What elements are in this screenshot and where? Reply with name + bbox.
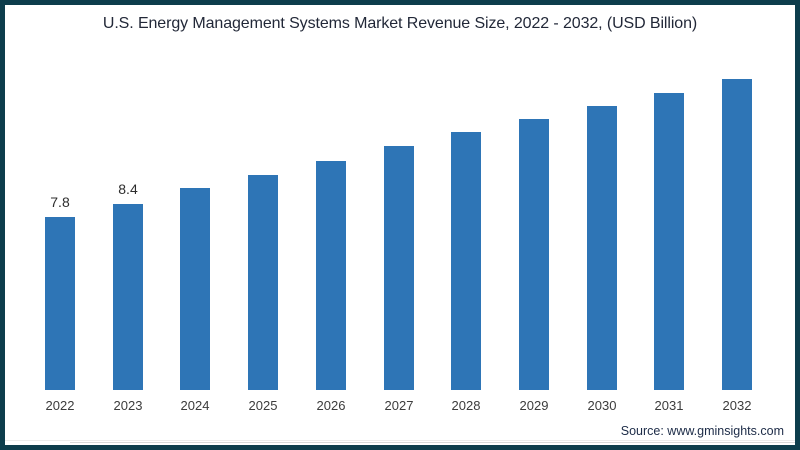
x-axis-tick-label: 2026 [316, 398, 346, 413]
bar-value-label: 7.8 [50, 194, 70, 210]
bar-column: 8.4 2023 [113, 57, 143, 413]
plot-area: 7.8 2022 8.4 2023 2024 2025 2026 2027 2028 2029 20… [45, 57, 795, 443]
x-axis-tick-label: 2031 [654, 398, 684, 413]
bar-2031 [654, 93, 684, 390]
bar-2023 [113, 204, 143, 390]
bar-column: 2028 [451, 57, 481, 413]
x-axis-tick-label: 2022 [45, 398, 75, 413]
x-axis-tick-label: 2030 [587, 398, 617, 413]
bar-2025 [248, 175, 278, 390]
x-axis-tick-label: 2024 [180, 398, 210, 413]
chart-title: U.S. Energy Management Systems Market Re… [102, 15, 698, 32]
bar-2022 [45, 217, 75, 390]
bar-2032 [722, 79, 752, 390]
bar-column: 2031 [654, 57, 684, 413]
bar-2030 [587, 106, 617, 390]
footer-divider [5, 440, 795, 441]
bar-column: 2026 [316, 57, 346, 413]
bar-2027 [384, 146, 414, 390]
bar-value-label: 8.4 [118, 181, 138, 197]
bar-2029 [519, 119, 549, 390]
bar-column: 2024 [180, 57, 210, 413]
bar-column: 7.8 2022 [45, 57, 75, 413]
x-axis-tick-label: 2029 [519, 398, 549, 413]
x-axis-line [70, 442, 795, 443]
x-axis-tick-label: 2028 [451, 398, 481, 413]
x-axis-tick-label: 2023 [113, 398, 143, 413]
x-axis-tick-label: 2032 [722, 398, 752, 413]
x-axis-tick-label: 2027 [384, 398, 414, 413]
bar-column: 2027 [384, 57, 414, 413]
bar-2026 [316, 161, 346, 390]
bar-2024 [180, 188, 210, 390]
source-attribution: Source: www.gminsights.com [617, 423, 787, 439]
bar-column: 2032 [722, 57, 752, 413]
bar-column: 2025 [248, 57, 278, 413]
bar-column: 2029 [519, 57, 549, 413]
x-axis-tick-label: 2025 [248, 398, 278, 413]
bar-2028 [451, 132, 481, 390]
bar-column: 2030 [587, 57, 617, 413]
